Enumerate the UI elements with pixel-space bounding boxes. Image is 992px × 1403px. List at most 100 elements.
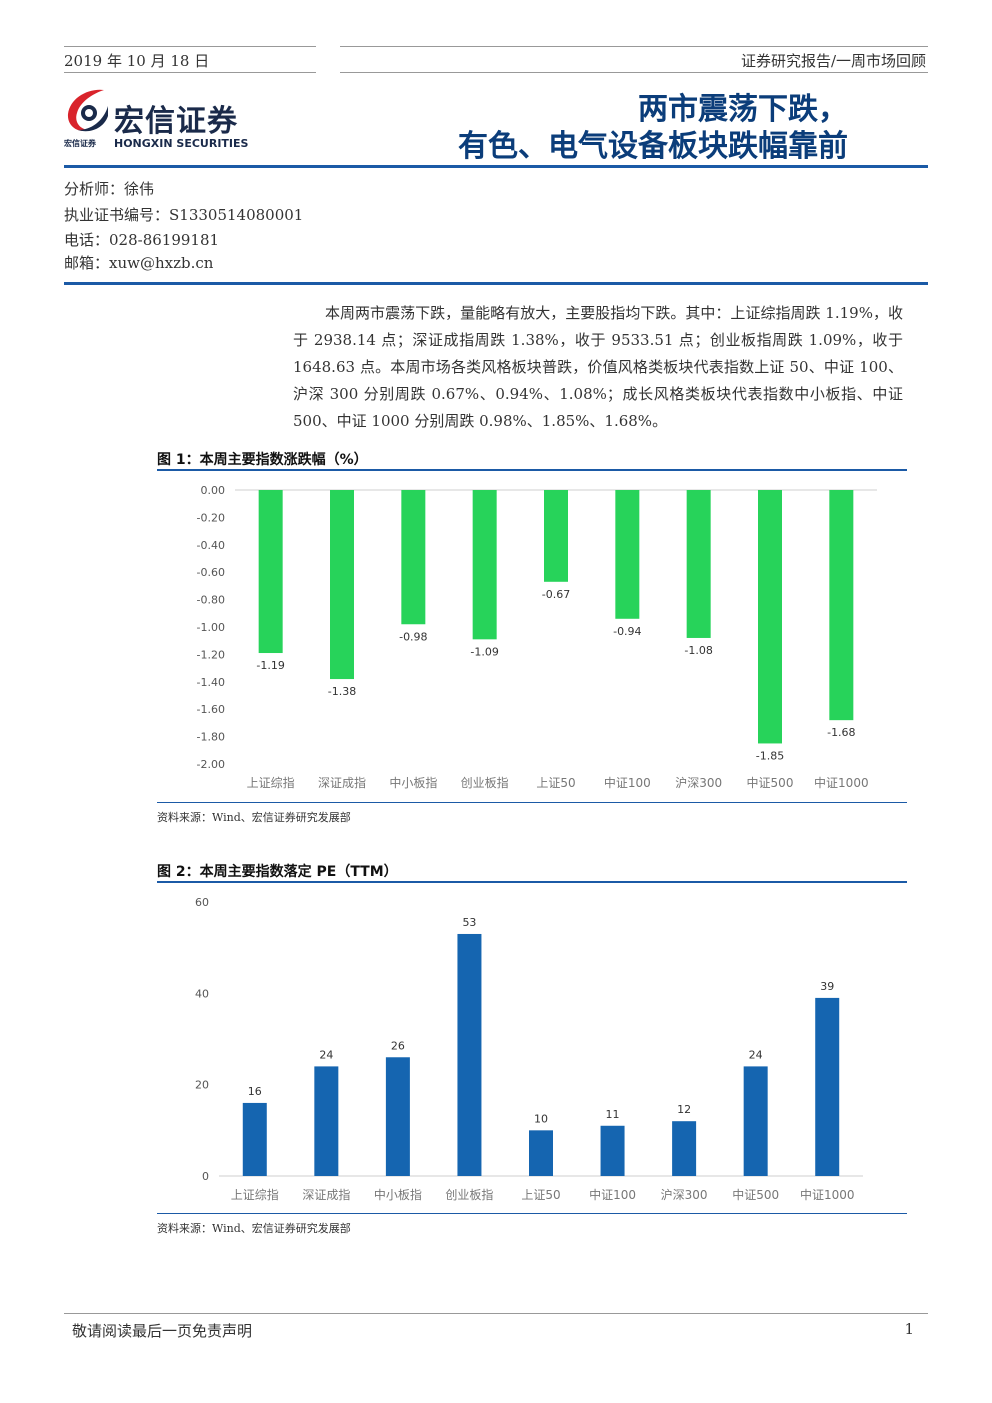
bar: [401, 490, 426, 625]
category-label: 中证100: [604, 775, 651, 790]
bar: [258, 490, 283, 654]
analyst-name: 分析师：徐伟: [64, 180, 155, 198]
category-label: 中小板指: [374, 1187, 422, 1202]
page-number: 1: [904, 1320, 914, 1338]
bar: [672, 1121, 697, 1176]
y-tick-label: 40: [195, 987, 209, 1000]
category-label: 中证100: [589, 1187, 636, 1202]
bar: [600, 1125, 625, 1176]
data-label: -0.67: [542, 588, 570, 601]
header-rule-left: [64, 72, 316, 73]
data-label: -1.09: [470, 645, 498, 658]
bar: [314, 1066, 339, 1176]
title-rule: [64, 165, 928, 168]
bar: [758, 490, 782, 744]
category-label: 中证500: [732, 1187, 779, 1202]
y-tick-label: 0.00: [201, 484, 226, 497]
data-label: 24: [319, 1048, 333, 1061]
y-tick-label: -1.20: [197, 648, 225, 661]
analyst-email: 邮箱：xuw@hxzb.cn: [64, 254, 214, 272]
hongxin-logo-icon: [67, 89, 108, 132]
y-tick-label: 20: [195, 1079, 209, 1092]
logo-small-cn: 宏信证券: [64, 139, 96, 148]
analyst-cert: 执业证书编号：S1330514080001: [64, 206, 304, 224]
bar: [815, 997, 840, 1176]
category-label: 中证1000: [800, 1187, 855, 1202]
y-tick-label: -1.80: [197, 731, 225, 744]
y-tick-label: -0.60: [197, 566, 225, 579]
data-label: 26: [391, 1039, 405, 1052]
figure1-chart: 0.00 -0.20 -0.40 -0.60 -0.80 -1.00 -1.20 -1.40 -…: [197, 484, 877, 790]
bar: [242, 1102, 267, 1176]
bar: [385, 1057, 410, 1176]
data-label: -0.98: [399, 630, 427, 643]
summary-paragraph: 本周两市震荡下跌，量能略有放大，主要股指均下跌。其中：上证综指周跌 1.19%，…: [293, 304, 903, 430]
footer-disclaimer: 敬请阅读最后一页免责声明: [72, 1322, 253, 1340]
y-tick-label: 60: [195, 896, 209, 909]
y-tick-label: -0.20: [197, 511, 225, 524]
category-label: 上证50: [536, 776, 575, 790]
data-label: -0.94: [613, 625, 641, 638]
bar: [457, 933, 482, 1176]
y-tick-label: -1.00: [197, 621, 225, 634]
category-label: 深证成指: [302, 1187, 350, 1202]
figure2-top-rule: [157, 881, 907, 883]
report-category: 证券研究报告/一周市场回顾: [740, 52, 926, 70]
category-label: 创业板指: [461, 775, 509, 790]
category-label: 上证50: [521, 1188, 560, 1202]
data-label: -1.68: [827, 726, 855, 739]
data-label: -1.19: [256, 659, 284, 672]
bar: [330, 490, 354, 680]
category-label: 沪深300: [661, 1188, 708, 1202]
category-label: 中证500: [747, 775, 794, 790]
y-tick-label: 0: [202, 1170, 209, 1183]
category-label: 上证综指: [231, 1187, 279, 1202]
y-tick-label: -2.00: [197, 758, 225, 771]
y-tick-label: -0.40: [197, 539, 225, 552]
bar: [529, 1130, 553, 1176]
logo-name-cn: 宏信证券: [114, 104, 238, 139]
category-label: 创业板指: [445, 1187, 493, 1202]
info-rule: [64, 282, 928, 285]
category-label: 中证1000: [814, 775, 869, 790]
figure1-bottom-rule: [157, 802, 907, 803]
bar: [686, 490, 711, 638]
data-label: -1.08: [684, 644, 712, 657]
data-label: 39: [820, 980, 834, 993]
data-label: 10: [534, 1112, 548, 1125]
y-tick-label: -1.40: [197, 676, 225, 689]
figure2-source: 资料来源：Wind、宏信证券研究发展部: [157, 1222, 351, 1235]
report-title-line2: 有色、电气设备板块跌幅靠前: [458, 129, 848, 164]
figure1-top-rule: [157, 469, 907, 471]
analyst-phone: 电话：028-86199181: [64, 231, 220, 249]
data-label: 12: [677, 1103, 691, 1116]
data-label: 53: [462, 916, 476, 929]
data-label: -1.38: [328, 685, 356, 698]
bar: [472, 490, 497, 640]
figure1-title: 图 1：本周主要指数涨跌幅（%）: [157, 452, 368, 468]
data-label: -1.85: [756, 749, 784, 762]
y-tick-label: -0.80: [197, 594, 225, 607]
report-title-line1: 两市震荡下跌，: [638, 92, 848, 127]
category-label: 深证成指: [318, 775, 366, 790]
header-top-rule-left: [64, 46, 316, 47]
header-top-rule-right: [340, 46, 928, 47]
figure2-chart: 0 20 40 60 16 上证综指 24 深证成指 26 中小板指 53 创业板指 10 上证50 11 中…: [195, 896, 863, 1202]
bar: [829, 490, 854, 721]
header-rule-right: [340, 72, 928, 73]
category-label: 上证综指: [247, 775, 295, 790]
figure2-bottom-rule: [157, 1213, 907, 1214]
bar: [743, 1066, 768, 1176]
figure2-title: 图 2：本周主要指数落定 PE（TTM）: [157, 864, 398, 880]
figure1-source: 资料来源：Wind、宏信证券研究发展部: [157, 811, 351, 824]
y-tick-label: -1.60: [197, 703, 225, 716]
data-label: 24: [749, 1048, 763, 1061]
bar: [615, 490, 640, 619]
category-label: 中小板指: [389, 775, 437, 790]
logo-name-en: HONGXIN SECURITIES: [114, 137, 249, 150]
bar: [544, 490, 568, 582]
category-label: 沪深300: [675, 776, 722, 790]
data-label: 16: [248, 1085, 262, 1098]
footer-rule: [64, 1313, 928, 1314]
report-date: 2019 年 10 月 18 日: [64, 52, 210, 70]
